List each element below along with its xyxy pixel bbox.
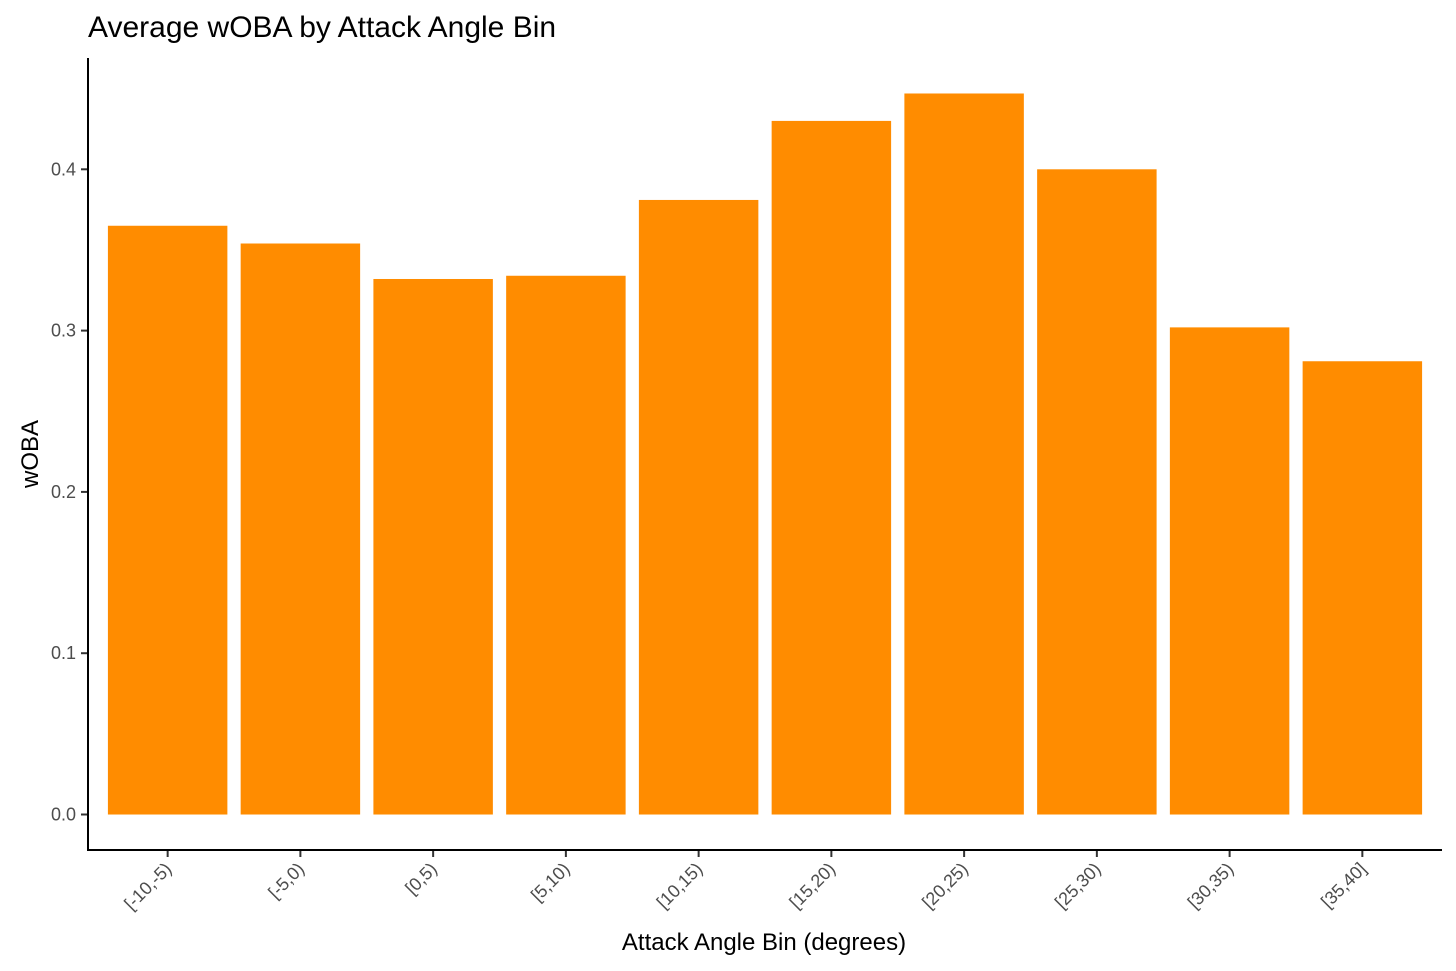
x-tick-label-9: [35,40] bbox=[1317, 859, 1370, 912]
x-tick-label-6: [20,25) bbox=[918, 859, 972, 913]
y-tick-label-4: 0.4 bbox=[51, 159, 76, 179]
x-tick-label-2: [0,5) bbox=[401, 859, 441, 899]
y-tick-label-0: 0.0 bbox=[51, 805, 76, 825]
x-tick-label-4: [10,15) bbox=[653, 859, 707, 913]
bar-5 bbox=[771, 120, 892, 815]
x-tick-label-5: [15,20) bbox=[785, 859, 839, 913]
bar-4 bbox=[638, 199, 759, 815]
bar-8 bbox=[1169, 327, 1290, 815]
y-axis-title: wOBA bbox=[17, 420, 44, 489]
bar-7 bbox=[1037, 169, 1157, 815]
x-tick-label-0: [-10,-5) bbox=[120, 859, 175, 914]
y-axis-ticks: 0.0 0.1 0.2 0.3 0.4 bbox=[51, 159, 87, 825]
bar-1 bbox=[240, 243, 361, 815]
x-axis-title: Attack Angle Bin (degrees) bbox=[622, 929, 906, 956]
bars-group bbox=[107, 93, 1423, 815]
bar-6 bbox=[904, 93, 1024, 815]
chart-title: Average wOBA by Attack Angle Bin bbox=[88, 11, 556, 44]
x-tick-label-1: [-5,0) bbox=[264, 859, 308, 903]
bar-2 bbox=[373, 278, 493, 815]
bar-3 bbox=[506, 275, 626, 815]
y-tick-label-3: 0.3 bbox=[51, 321, 76, 341]
y-tick-label-2: 0.2 bbox=[51, 482, 76, 502]
x-tick-label-8: [30,35) bbox=[1184, 859, 1238, 913]
y-tick-label-1: 0.1 bbox=[51, 643, 76, 663]
x-tick-label-3: [5,10) bbox=[527, 859, 574, 906]
x-axis-ticks: [-10,-5) [-5,0) [0,5) [5,10) [10,15) [15,20) [… bbox=[120, 851, 1370, 914]
bar-9 bbox=[1302, 361, 1423, 815]
bar-0 bbox=[107, 225, 228, 815]
x-tick-label-7: [25,30) bbox=[1051, 859, 1105, 913]
